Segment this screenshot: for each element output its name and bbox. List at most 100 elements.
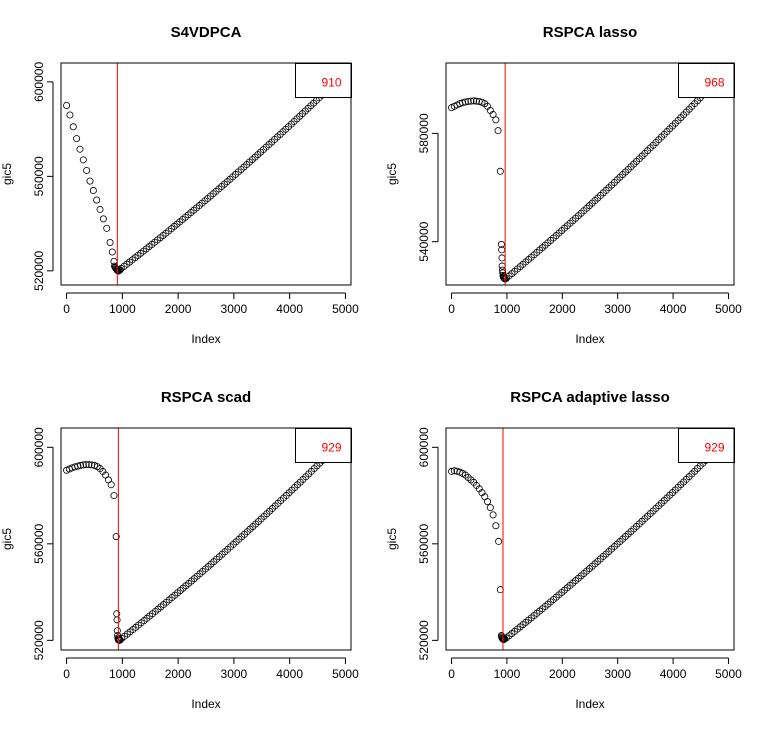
- data-point: [492, 522, 500, 530]
- x-tick-label: 5000: [715, 302, 742, 316]
- plot-frame: [445, 427, 735, 651]
- x-tick-label: 3000: [221, 667, 248, 681]
- data-point: [110, 492, 118, 500]
- y-axis-label: gic5: [385, 528, 399, 550]
- data-point: [63, 102, 71, 110]
- x-tick-label: 1000: [494, 667, 521, 681]
- data-point: [89, 187, 97, 195]
- x-tick-label: 3000: [221, 302, 248, 316]
- x-tick-label: 2000: [549, 302, 576, 316]
- legend-text: 929: [321, 441, 341, 455]
- data-point: [79, 461, 87, 469]
- data-point: [470, 97, 478, 105]
- x-tick-label: 3000: [604, 302, 631, 316]
- data-point: [115, 267, 123, 275]
- data-point: [461, 98, 469, 106]
- x-tick-label: 0: [63, 667, 70, 681]
- y-axis-label: gic5: [0, 163, 14, 185]
- data-point: [464, 97, 472, 105]
- legend-text: 968: [704, 76, 724, 90]
- x-tick-label: 4000: [276, 667, 303, 681]
- plot-title: RSPCA lasso: [543, 24, 637, 41]
- data-point: [496, 167, 504, 175]
- data-point: [448, 467, 456, 475]
- data-point: [496, 586, 504, 594]
- x-tick-label: 1000: [109, 667, 136, 681]
- legend-box: [678, 63, 735, 98]
- data-point: [489, 511, 497, 519]
- data-point: [497, 240, 505, 248]
- y-tick-label: 520000: [417, 620, 431, 660]
- x-tick-label: 5000: [715, 667, 742, 681]
- data-point: [494, 127, 502, 135]
- data-point: [93, 196, 101, 204]
- x-axis-label: Index: [575, 332, 604, 346]
- data-point: [82, 461, 90, 469]
- data-point: [116, 636, 124, 644]
- data-point: [73, 135, 81, 143]
- y-tick-label: 540000: [417, 221, 431, 261]
- x-tick-label: 3000: [604, 667, 631, 681]
- plot-frame: [60, 62, 352, 286]
- data-point: [77, 461, 85, 469]
- y-tick-label: 600000: [32, 62, 46, 102]
- data-point: [112, 533, 120, 541]
- panel-2: RSPCA lasso 968 0 1000 2000 3000 4000 5000 Index…: [385, 24, 742, 346]
- data-point: [103, 224, 111, 232]
- panel-4: RSPCA adaptive lasso 929 0 1000 2000 3000 4000…: [385, 389, 742, 711]
- data-point: [76, 145, 84, 153]
- x-tick-label: 1000: [494, 302, 521, 316]
- x-tick-label: 5000: [332, 302, 359, 316]
- y-tick-label: 520000: [32, 620, 46, 660]
- x-axis-label: Index: [575, 697, 604, 711]
- x-tick-label: 2000: [165, 302, 192, 316]
- data-point: [79, 156, 87, 164]
- x-axis-label: Index: [191, 332, 220, 346]
- data-point: [484, 498, 492, 506]
- y-tick-label: 580000: [417, 113, 431, 153]
- y-tick-label: 600000: [417, 427, 431, 467]
- plot-title: S4VDPCA: [171, 24, 242, 41]
- y-axis-label: gic5: [0, 528, 14, 550]
- data-point: [113, 627, 121, 635]
- data-point: [498, 254, 506, 262]
- plot-frame: [60, 427, 352, 651]
- plot-area: [448, 63, 732, 285]
- data-point: [492, 116, 500, 124]
- data-point: [106, 238, 114, 246]
- x-tick-label: 4000: [660, 302, 687, 316]
- x-tick-label: 2000: [165, 667, 192, 681]
- data-point: [108, 248, 116, 256]
- data-point: [113, 610, 121, 618]
- x-tick-label: 5000: [332, 667, 359, 681]
- data-point: [86, 177, 94, 185]
- y-tick-label: 520000: [32, 250, 46, 290]
- y-tick-label: 560000: [417, 523, 431, 563]
- plot-frame: [445, 62, 735, 286]
- plot-area: [63, 428, 349, 650]
- x-tick-label: 4000: [276, 302, 303, 316]
- data-point: [113, 616, 121, 624]
- legend-text: 929: [704, 441, 724, 455]
- x-tick-label: 0: [448, 302, 455, 316]
- x-tick-label: 1000: [109, 302, 136, 316]
- y-tick-label: 560000: [32, 156, 46, 196]
- data-point: [69, 123, 77, 131]
- y-tick-label: 560000: [32, 523, 46, 563]
- x-tick-label: 0: [448, 667, 455, 681]
- data-point: [495, 537, 503, 545]
- data-point: [500, 635, 508, 643]
- data-point: [489, 110, 497, 118]
- data-point: [116, 636, 124, 644]
- panel-3: RSPCA scad 929 0 1000 2000 3000 4000 5000 Index 5…: [0, 389, 359, 711]
- plot-area: [448, 428, 732, 650]
- data-point: [85, 461, 93, 469]
- legend-text: 910: [321, 76, 341, 90]
- data-point: [96, 205, 104, 213]
- data-point: [467, 97, 475, 105]
- data-point: [83, 166, 91, 174]
- y-axis-label: gic5: [385, 163, 399, 185]
- data-point: [472, 97, 480, 105]
- y-tick-label: 600000: [32, 427, 46, 467]
- data-point: [486, 504, 494, 512]
